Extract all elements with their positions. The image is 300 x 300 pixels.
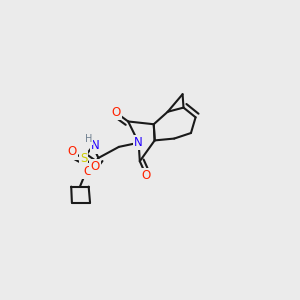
Text: O: O (112, 106, 121, 119)
Text: N: N (91, 140, 100, 152)
Text: H: H (85, 134, 93, 145)
Text: S: S (80, 152, 87, 165)
Text: O: O (84, 165, 93, 178)
Text: O: O (91, 160, 100, 173)
Text: O: O (67, 146, 76, 158)
Text: N: N (134, 136, 143, 149)
Text: O: O (142, 169, 151, 182)
